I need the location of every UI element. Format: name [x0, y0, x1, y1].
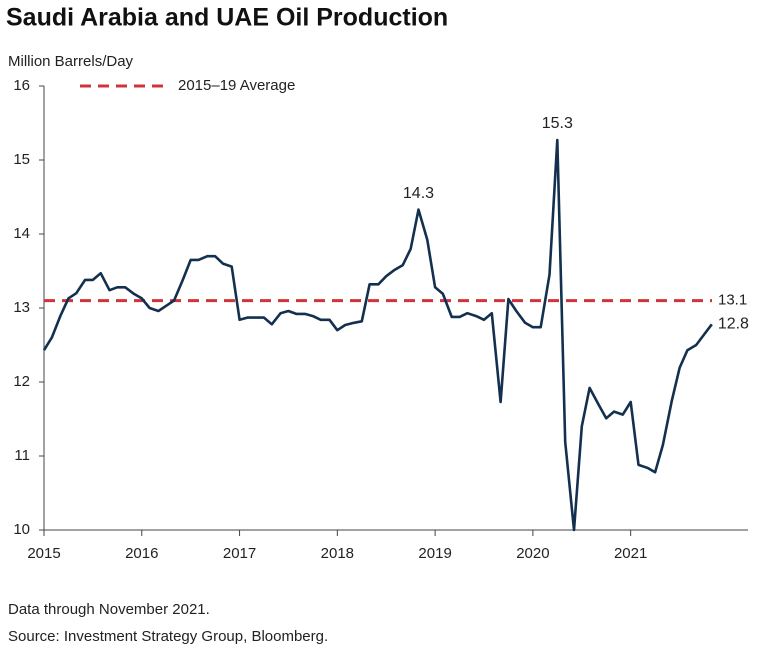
y-tick-label: 13 [13, 299, 30, 316]
footnote: Data through November 2021. [8, 601, 210, 618]
y-axis-label: Million Barrels/Day [8, 53, 134, 70]
y-tick-label: 12 [13, 373, 30, 390]
x-tick-label: 2021 [614, 545, 647, 562]
chart-title: Saudi Arabia and UAE Oil Production [6, 4, 448, 32]
data-label: 15.3 [542, 115, 573, 132]
x-tick-label: 2020 [516, 545, 549, 562]
y-tick-label: 10 [13, 521, 30, 538]
reference-label: 13.1 [718, 292, 747, 309]
x-tick-label: 2019 [418, 545, 451, 562]
x-tick-label: 2018 [321, 545, 354, 562]
legend-label: 2015–19 Average [178, 77, 295, 94]
y-tick-label: 15 [13, 151, 30, 168]
data-label: 14.3 [403, 185, 434, 202]
y-tick-label: 14 [13, 225, 30, 242]
y-tick-label: 11 [14, 447, 30, 464]
data-line [42, 138, 713, 532]
x-tick-label: 2015 [27, 545, 60, 562]
y-tick-label: 16 [13, 77, 30, 94]
footnote: Source: Investment Strategy Group, Bloom… [8, 628, 328, 645]
data-label: 12.8 [718, 315, 749, 332]
x-tick-label: 2017 [223, 545, 256, 562]
x-tick-label: 2016 [125, 545, 158, 562]
